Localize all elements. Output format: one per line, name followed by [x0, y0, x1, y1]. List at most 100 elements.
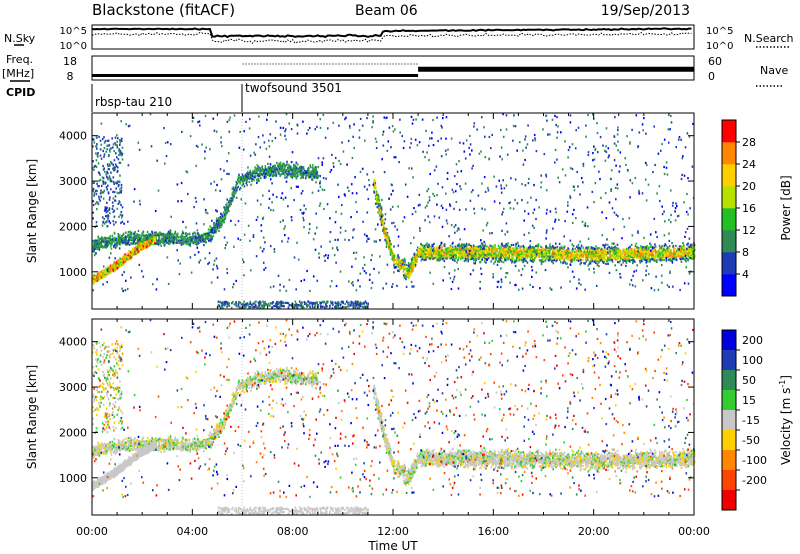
- power-echo: [129, 257, 132, 261]
- power-echo: [176, 239, 179, 242]
- power-echo: [116, 207, 119, 210]
- power-echo: [120, 189, 123, 192]
- power-echo: [159, 240, 161, 244]
- frequency-panel: Freq. [MHz] 18 8 60 0 Nave: [2, 53, 788, 87]
- power-echo: [211, 236, 214, 239]
- power-echo: [563, 259, 566, 262]
- power-echo: [271, 170, 273, 173]
- power-echo: [117, 185, 120, 188]
- power-echo: [92, 245, 94, 248]
- power-echo: [113, 269, 116, 272]
- power-echo: [404, 260, 406, 263]
- power-echo: [221, 213, 223, 216]
- power-echo: [659, 249, 661, 252]
- power-echo: [168, 236, 171, 239]
- power-echo: [201, 240, 203, 243]
- power-echo: [106, 272, 108, 276]
- power-echo: [276, 168, 278, 171]
- power-echo: [167, 233, 169, 236]
- power-echo: [238, 180, 241, 183]
- power-echo: [134, 236, 136, 239]
- power-echo: [96, 240, 99, 243]
- power-echo: [549, 258, 551, 261]
- power-echo: [103, 189, 106, 192]
- power-echo: [182, 238, 184, 241]
- power-echo: [129, 255, 132, 258]
- power-echo: [539, 259, 541, 262]
- power-echo: [119, 258, 122, 261]
- power-echo: [187, 242, 189, 245]
- power-echo: [106, 176, 109, 180]
- power-echo: [98, 238, 101, 241]
- station-title: Blackstone (fitACF): [92, 1, 235, 19]
- power-echo: [171, 232, 174, 236]
- power-echo: [251, 180, 253, 183]
- power-echo: [138, 238, 141, 241]
- power-echo: [207, 236, 209, 239]
- power-echo: [95, 152, 97, 155]
- power-echo: [99, 199, 101, 202]
- power-echo: [94, 242, 96, 245]
- power-echo: [103, 147, 106, 150]
- power-echo: [281, 169, 283, 173]
- power-echo: [667, 258, 670, 261]
- power-echo: [127, 231, 130, 234]
- power-echo: [274, 174, 276, 177]
- power-echo: [104, 236, 106, 239]
- power-echo: [682, 242, 684, 245]
- power-echo: [433, 253, 435, 256]
- power-echo: [244, 173, 247, 176]
- power-echo: [190, 237, 192, 240]
- power-echo: [97, 162, 100, 165]
- power-echo: [99, 274, 102, 277]
- power-echo: [119, 241, 121, 244]
- power-echo: [215, 225, 218, 228]
- power-echo: [553, 259, 555, 262]
- power-echo: [671, 257, 674, 260]
- power-echo: [173, 239, 175, 242]
- power-echo: [140, 236, 143, 239]
- power-echo: [581, 253, 584, 256]
- power-echo: [185, 242, 187, 245]
- power-echo: [118, 153, 120, 157]
- power-echo: [98, 240, 101, 243]
- power-echo: [110, 243, 113, 246]
- power-echo: [106, 148, 108, 151]
- power-echo: [92, 200, 95, 203]
- power-echo: [236, 187, 238, 190]
- power-echo: [197, 232, 199, 235]
- power-echo: [119, 188, 121, 191]
- power-echo: [450, 256, 453, 260]
- power-echo: [126, 241, 129, 245]
- power-echo: [109, 150, 111, 153]
- power-echo: [99, 270, 101, 274]
- power-echo: [112, 220, 115, 223]
- power-echo: [186, 233, 189, 236]
- power-echo: [113, 159, 116, 162]
- power-echo: [98, 248, 101, 251]
- power-echo: [273, 174, 275, 177]
- power-echo: [114, 268, 117, 271]
- power-echo: [283, 165, 286, 168]
- power-echo: [100, 157, 103, 160]
- power-echo: [96, 201, 98, 204]
- power-echo: [110, 267, 113, 270]
- power-echo: [280, 173, 282, 176]
- power-echo: [308, 171, 311, 174]
- power-echo: [119, 213, 122, 216]
- power-echo: [151, 236, 154, 239]
- power-echo: [128, 236, 130, 239]
- power-echo: [154, 234, 156, 237]
- power-echo: [233, 194, 236, 197]
- freq-tick-bottom: 8: [67, 70, 74, 83]
- power-echo: [114, 262, 117, 265]
- power-echo: [205, 241, 207, 244]
- power-echo: [232, 190, 234, 193]
- power-echo: [113, 215, 116, 218]
- power-echo: [117, 158, 120, 161]
- power-echo: [565, 262, 567, 265]
- power-echo: [231, 192, 234, 195]
- power-echo: [218, 219, 220, 222]
- power-echo: [222, 219, 225, 222]
- power-echo: [92, 240, 94, 243]
